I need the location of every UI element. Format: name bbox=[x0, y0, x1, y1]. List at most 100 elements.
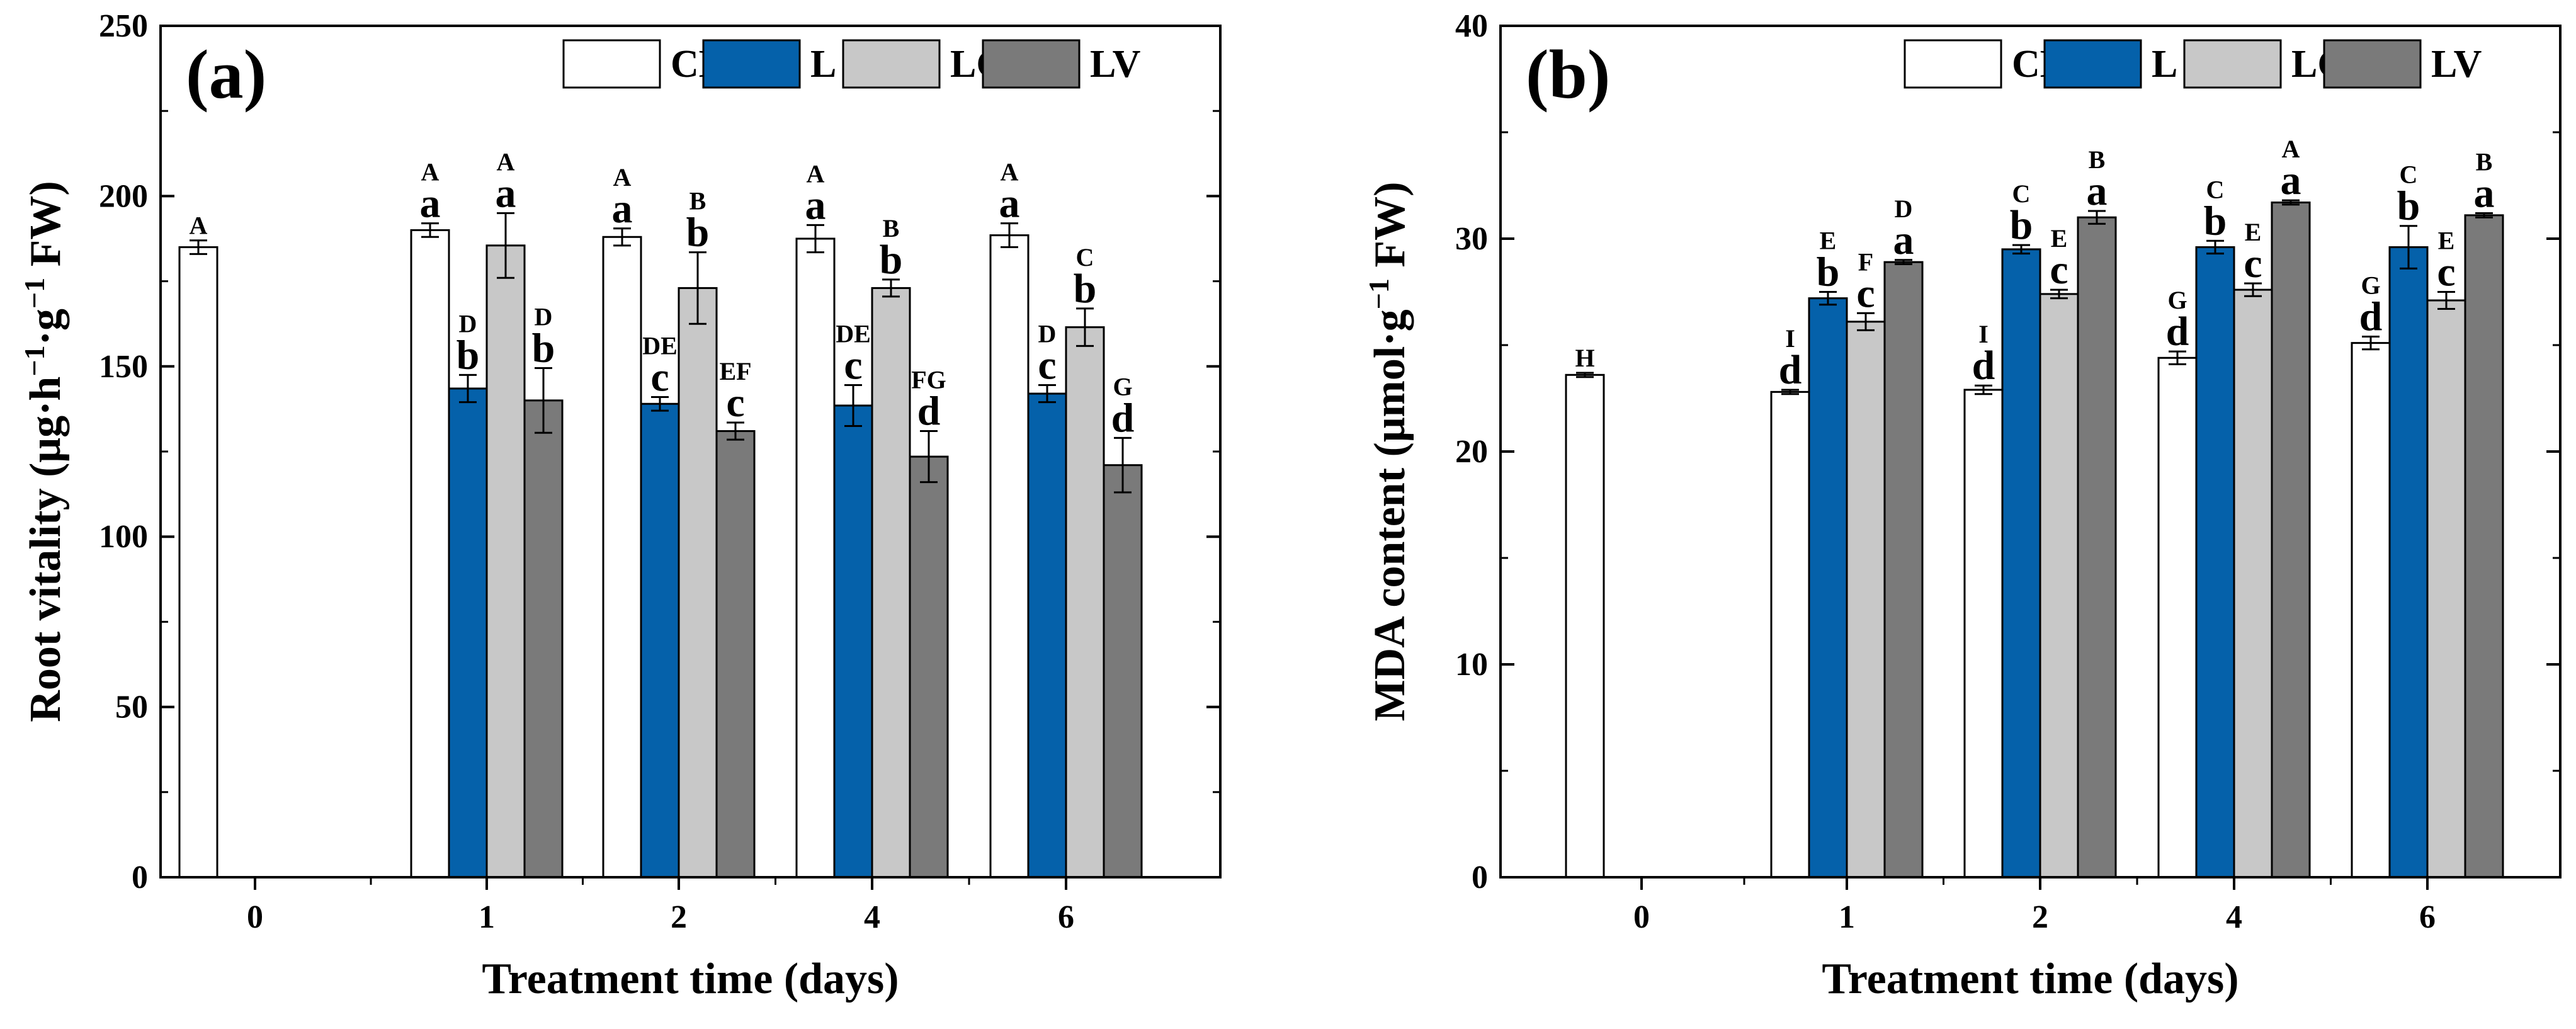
significance-uppercase-label: A bbox=[190, 212, 208, 240]
significance-uppercase-label: FG bbox=[911, 366, 946, 394]
bar-ck-day-1 bbox=[1770, 390, 1810, 878]
bar-lv-day-6 bbox=[1103, 464, 1143, 878]
x-tick-label: 4 bbox=[2226, 899, 2242, 935]
y-axis-title-main: MDA content (μmol·g bbox=[1366, 309, 1414, 721]
legend-label-lv: LV bbox=[1090, 43, 1141, 86]
significance-uppercase-label: D bbox=[1895, 195, 1913, 223]
significance-uppercase-label: F bbox=[1858, 247, 1873, 276]
significance-uppercase-label: C bbox=[2012, 179, 2031, 208]
bar-lv-day-1 bbox=[523, 399, 564, 878]
significance-lowercase-label: d bbox=[917, 389, 941, 435]
y-axis-title-end: FW) bbox=[21, 181, 70, 278]
significance-uppercase-label: D bbox=[535, 303, 553, 331]
legend-swatch-lg bbox=[2183, 39, 2282, 89]
significance-lowercase-label: a bbox=[999, 181, 1020, 227]
y-tick-label: 0 bbox=[1472, 860, 1488, 895]
bar-ck-day-4 bbox=[795, 237, 836, 878]
significance-uppercase-label: A bbox=[807, 159, 825, 188]
significance-uppercase-label: DE bbox=[642, 331, 678, 360]
x-axis-title: Treatment time (days) bbox=[482, 955, 899, 1003]
significance-lowercase-label: b bbox=[2204, 198, 2227, 244]
y-tick-label: 20 bbox=[1455, 434, 1488, 470]
significance-lowercase-label: a bbox=[420, 181, 441, 227]
bar-ck-day-6 bbox=[2351, 342, 2391, 878]
y-tick-label: 100 bbox=[99, 519, 148, 555]
bar-l-day-1 bbox=[1808, 297, 1848, 878]
bar-lg-day-4 bbox=[871, 287, 911, 878]
significance-uppercase-label: A bbox=[1001, 158, 1019, 186]
significance-lowercase-label: a bbox=[496, 170, 516, 216]
significance-lowercase-label: b bbox=[686, 210, 710, 256]
significance-lowercase-label: c bbox=[650, 354, 669, 400]
significance-lowercase-label: d bbox=[2166, 309, 2189, 355]
legend-label-l: L bbox=[810, 43, 836, 86]
legend-swatch-l bbox=[2043, 39, 2142, 89]
x-tick-label: 0 bbox=[247, 899, 263, 935]
significance-lowercase-label: c bbox=[2244, 241, 2262, 287]
x-tick-label: 1 bbox=[1839, 899, 1855, 935]
significance-lowercase-label: d bbox=[2359, 293, 2383, 339]
y-tick-label: 150 bbox=[99, 349, 148, 385]
y-axis-title: Root vitality (μg·h−1·g−1 FW) bbox=[18, 181, 71, 722]
x-tick-label: 1 bbox=[479, 899, 495, 935]
significance-uppercase-label: E bbox=[2245, 218, 2262, 246]
bar-ck-day-2 bbox=[602, 236, 642, 878]
y-tick-label: 40 bbox=[1455, 8, 1488, 44]
significance-uppercase-label: I bbox=[1978, 320, 1989, 348]
x-tick-label: 4 bbox=[864, 899, 880, 935]
significance-lowercase-label: b bbox=[2010, 202, 2033, 248]
y-tick-label: 50 bbox=[115, 690, 148, 725]
bar-lg-day-6 bbox=[2426, 299, 2466, 878]
significance-lowercase-label: a bbox=[612, 186, 633, 232]
panel-label: (a) bbox=[186, 36, 266, 113]
legend-label-lv: LV bbox=[2431, 43, 2482, 86]
significance-uppercase-label: E bbox=[1820, 227, 1837, 255]
y-axis-title: MDA content (μmol·g−1 FW) bbox=[1363, 182, 1415, 722]
bar-l-day-2 bbox=[640, 402, 680, 878]
significance-lowercase-label: c bbox=[1038, 343, 1056, 389]
significance-lowercase-label: b bbox=[1817, 249, 1840, 295]
significance-lowercase-label: b bbox=[457, 332, 480, 378]
x-axis-title: Treatment time (days) bbox=[1822, 955, 2238, 1003]
significance-lowercase-label: c bbox=[726, 380, 744, 426]
significance-uppercase-label: I bbox=[1785, 324, 1795, 353]
significance-uppercase-label: B bbox=[883, 214, 900, 242]
significance-uppercase-label: B bbox=[2476, 147, 2493, 176]
legend-swatch-lv bbox=[982, 39, 1081, 89]
y-axis-title-mid: ·g bbox=[21, 309, 70, 345]
bar-l-day-4 bbox=[2195, 246, 2235, 878]
legend-label-l: L bbox=[2152, 43, 2177, 86]
significance-lowercase-label: d bbox=[1111, 395, 1135, 441]
significance-lowercase-label: d bbox=[1972, 343, 1995, 389]
significance-uppercase-label: C bbox=[2400, 161, 2418, 189]
bar-l-day-4 bbox=[833, 404, 873, 878]
bar-ck-day-2 bbox=[1963, 389, 2004, 878]
significance-lowercase-label: a bbox=[2474, 170, 2495, 216]
significance-uppercase-label: A bbox=[421, 158, 440, 186]
significance-lowercase-label: c bbox=[2437, 249, 2455, 295]
significance-lowercase-label: a bbox=[2087, 168, 2108, 214]
bar-lg-day-2 bbox=[2039, 293, 2079, 878]
significance-lowercase-label: c bbox=[844, 343, 862, 389]
bar-l-day-6 bbox=[1027, 392, 1067, 878]
y-tick-label: 250 bbox=[99, 8, 148, 44]
significance-uppercase-label: G bbox=[1113, 372, 1132, 401]
legend-swatch-l bbox=[702, 39, 801, 89]
x-tick-label: 6 bbox=[1058, 899, 1074, 935]
panel-label: (b) bbox=[1526, 36, 1610, 113]
significance-uppercase-label: A bbox=[613, 163, 632, 191]
significance-uppercase-label: A bbox=[2282, 135, 2300, 163]
significance-lowercase-label: c bbox=[1856, 270, 1875, 316]
significance-uppercase-label: D bbox=[459, 309, 477, 338]
bar-ck-day-6 bbox=[989, 234, 1030, 878]
significance-uppercase-label: E bbox=[2051, 224, 2068, 253]
bar-lv-day-2 bbox=[2077, 216, 2117, 878]
bar-lg-day-1 bbox=[485, 244, 526, 878]
bar-lg-day-2 bbox=[678, 287, 718, 878]
bar-lv-day-4 bbox=[2271, 202, 2311, 878]
significance-lowercase-label: a bbox=[1893, 217, 1914, 263]
bar-ck-day-1 bbox=[410, 229, 450, 878]
significance-uppercase-label: EF bbox=[719, 357, 751, 385]
y-tick-label: 30 bbox=[1455, 221, 1488, 257]
significance-lowercase-label: c bbox=[2050, 247, 2068, 293]
